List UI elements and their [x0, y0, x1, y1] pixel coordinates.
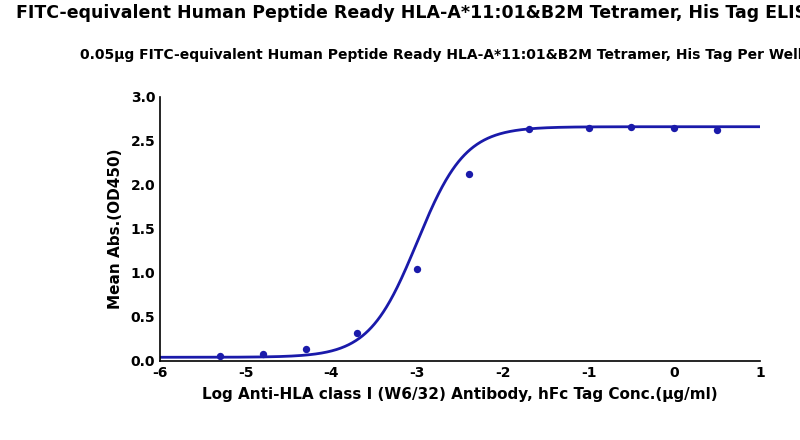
- Text: FITC-equivalent Human Peptide Ready HLA-A*11:01&B2M Tetramer, His Tag ELISA: FITC-equivalent Human Peptide Ready HLA-…: [16, 4, 800, 22]
- Point: [299, 346, 312, 353]
- Point: [522, 126, 535, 133]
- X-axis label: Log Anti-HLA class I (W6/32) Antibody, hFc Tag Conc.(μg/ml): Log Anti-HLA class I (W6/32) Antibody, h…: [202, 387, 718, 402]
- Point: [582, 124, 595, 131]
- Point: [350, 329, 363, 336]
- Point: [462, 171, 475, 178]
- Point: [257, 350, 270, 357]
- Point: [625, 123, 638, 130]
- Point: [214, 352, 226, 359]
- Point: [410, 266, 423, 273]
- Point: [668, 124, 681, 131]
- Text: 0.05μg FITC-equivalent Human Peptide Ready HLA-A*11:01&B2M Tetramer, His Tag Per: 0.05μg FITC-equivalent Human Peptide Rea…: [80, 48, 800, 62]
- Point: [710, 127, 723, 134]
- Y-axis label: Mean Abs.(OD450): Mean Abs.(OD450): [109, 149, 123, 309]
